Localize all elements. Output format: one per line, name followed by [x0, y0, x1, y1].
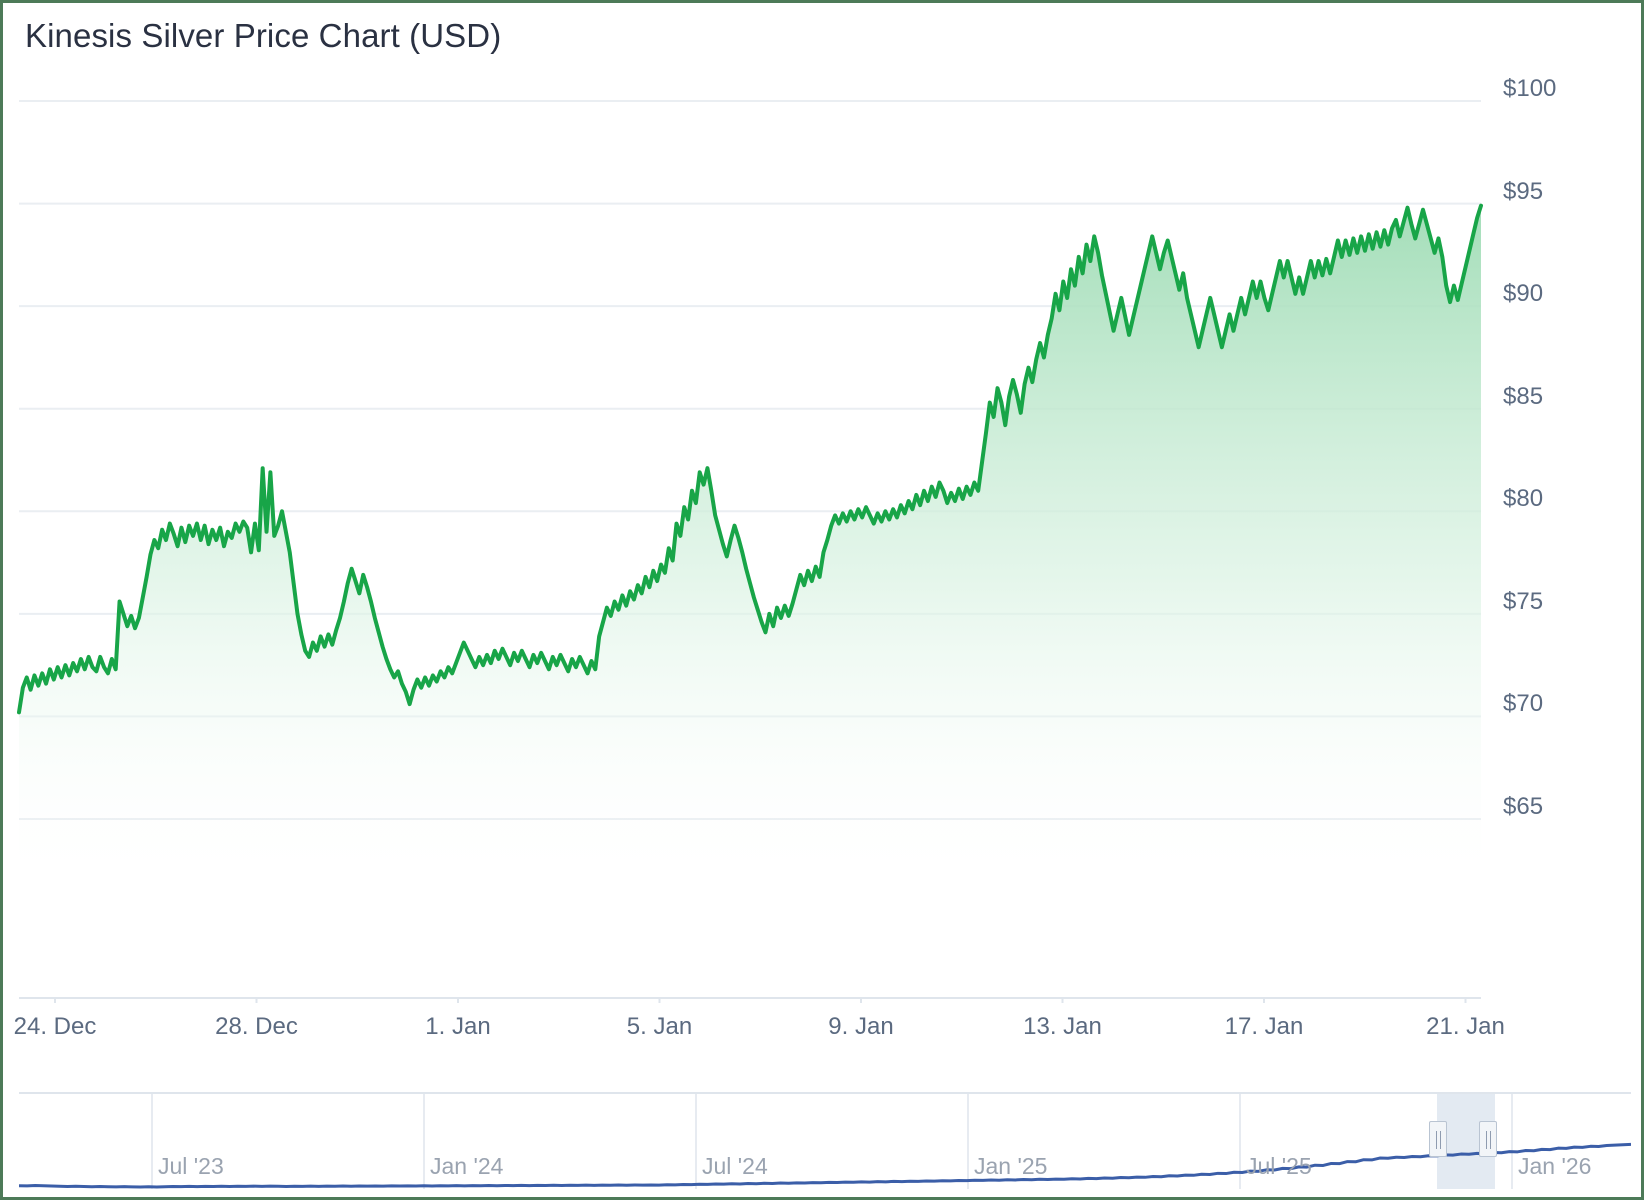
price-chart-svg — [17, 100, 1483, 1003]
y-axis-tick-label: $95 — [1503, 177, 1544, 205]
y-axis-tick-label: $70 — [1503, 690, 1544, 718]
navigator-line — [19, 1142, 1631, 1189]
navigator-tick-label: Jan '24 — [430, 1153, 504, 1179]
page-title: Kinesis Silver Price Chart (USD) — [25, 17, 502, 54]
navigator-tick-label: Jan '26 — [1518, 1153, 1592, 1179]
navigator-tick-label: Jul '24 — [702, 1153, 768, 1179]
range-navigator[interactable] — [19, 1091, 1631, 1191]
navigator-tick-label: Jul '25 — [1246, 1153, 1312, 1179]
price-line — [17, 203, 1483, 715]
y-axis-tick-label: $80 — [1503, 485, 1544, 513]
navigator-gridlines — [151, 1094, 1513, 1189]
x-axis-tick-label: 17. Jan — [1224, 1013, 1304, 1040]
main-plot-area[interactable] — [3, 63, 1641, 1003]
x-axis-tick-label: 24. Dec — [13, 1013, 97, 1040]
x-axis-ticks — [54, 998, 1467, 1003]
navigator-svg — [19, 1092, 1631, 1189]
navigator-tick-label: Jul '23 — [158, 1153, 224, 1179]
y-axis-tick-label: $75 — [1503, 587, 1544, 615]
x-axis-tick-label: 5. Jan — [626, 1013, 693, 1040]
y-axis-tick-label: $65 — [1503, 793, 1544, 820]
y-axis-tick-label: $85 — [1503, 382, 1544, 410]
x-axis-tick-label: 1. Jan — [425, 1013, 491, 1040]
navigator-tick-label: Jan '25 — [974, 1153, 1048, 1179]
nav-handle-left[interactable] — [1429, 1121, 1447, 1157]
x-axis-tick-label: 9. Jan — [828, 1013, 894, 1040]
y-axis-tick-label: $100 — [1503, 75, 1557, 102]
x-axis-tick-label: 21. Jan — [1426, 1013, 1505, 1040]
nav-handle-right[interactable] — [1479, 1121, 1497, 1157]
x-axis-tick-label: 13. Jan — [1023, 1013, 1102, 1040]
price-area-fill — [19, 205, 1481, 881]
y-axis-tick-label: $90 — [1503, 280, 1544, 308]
x-axis-tick-label: 28. Dec — [215, 1013, 298, 1040]
